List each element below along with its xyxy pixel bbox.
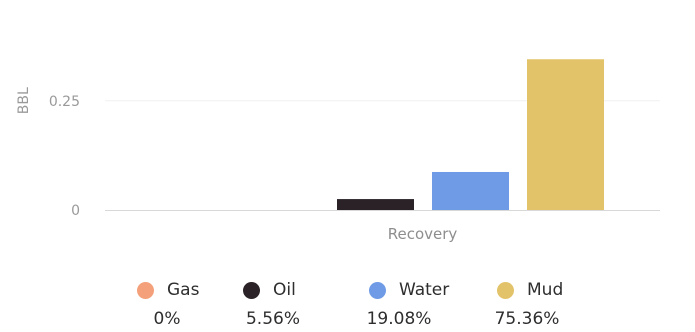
y-axis-label: BBL [16, 87, 32, 114]
x-category-label: Recovery [388, 225, 458, 243]
y-tick-label: 0.25 [49, 94, 80, 110]
bar-mud [527, 59, 604, 210]
legend-item-water[interactable]: Water 19.08% [366, 280, 499, 332]
legend-name: Mud [527, 280, 564, 300]
bars [337, 59, 604, 210]
y-tick-label: 0 [71, 203, 80, 219]
legend-dot [497, 282, 514, 299]
legend-dot [369, 282, 386, 299]
bar-water [432, 171, 509, 210]
legend-name: Gas [167, 280, 200, 300]
y-axis-ticks: 00.25 [49, 94, 80, 219]
legend-name: Water [399, 280, 450, 300]
legend: Gas 0% Oil 5.56% Water 19.08% Mud 75.36% [0, 280, 695, 332]
legend-item-oil[interactable]: Oil 5.56% [243, 280, 373, 332]
legend-item-gas[interactable]: Gas 0% [137, 280, 267, 332]
legend-dot [243, 282, 260, 299]
legend-percent: 0% [153, 309, 181, 329]
legend-name: Oil [273, 280, 296, 300]
legend-percent: 19.08% [366, 309, 432, 329]
bar-oil [337, 199, 414, 210]
legend-item-mud[interactable]: Mud 75.36% [494, 280, 627, 332]
legend-dot [137, 282, 154, 299]
chart-area: 00.25 BBL Recovery [16, 59, 660, 243]
legend-percent: 75.36% [494, 309, 560, 329]
legend-percent: 5.56% [245, 309, 301, 329]
